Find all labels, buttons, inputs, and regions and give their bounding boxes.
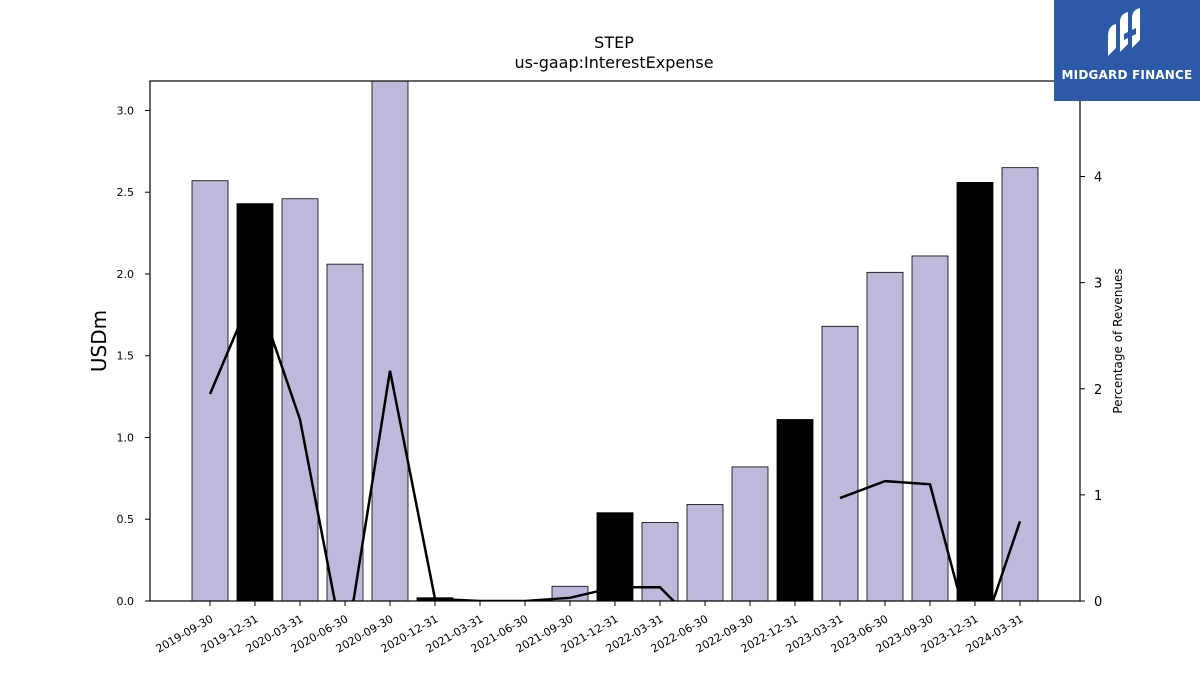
bar-2023-12-31 — [956, 181, 994, 602]
bar-2022-06-30 — [686, 504, 724, 602]
bar-2022-12-31 — [776, 419, 814, 602]
y-tick-label: 2.0 — [117, 268, 135, 281]
bar-2023-03-31 — [821, 325, 859, 602]
line-layer — [208, 284, 1022, 601]
brand-logo: MIDGARD FINANCE — [1054, 0, 1200, 101]
bar-2024-03-31 — [1001, 167, 1039, 602]
bar-2020-03-31 — [281, 198, 319, 602]
y2-tick-label: 1 — [1094, 489, 1102, 504]
bar-2023-09-30 — [911, 255, 949, 602]
y-tick-label: 0.0 — [117, 595, 135, 608]
chart-title: STEP — [594, 33, 634, 52]
bar-2019-12-31 — [236, 203, 274, 602]
logo-mark-icon — [1108, 8, 1140, 56]
bar-2022-03-31 — [641, 522, 679, 602]
y2-tick-label: 2 — [1094, 383, 1102, 398]
right-axis: 0 1 2 3 4 — [1080, 171, 1102, 610]
y2-tick-label: 0 — [1094, 595, 1102, 610]
y-axis-label: USDm — [87, 310, 111, 372]
bars — [191, 80, 1039, 602]
bar-2022-09-30 — [731, 466, 769, 602]
logo-text: MIDGARD FINANCE — [1061, 68, 1193, 82]
bar-2020-06-30 — [326, 263, 364, 602]
y-tick-label: 0.5 — [117, 513, 135, 526]
x-axis: 2019-09-302019-12-312020-03-312020-06-30… — [154, 601, 1026, 656]
bar-2020-09-30 — [371, 80, 409, 602]
y-tick-label: 2.5 — [117, 186, 135, 199]
y-tick-label: 3.0 — [117, 104, 135, 117]
y2-axis-label: Percentage of Revenues — [1111, 268, 1125, 413]
y2-tick-label: 4 — [1094, 171, 1102, 186]
y-tick-label: 1.5 — [117, 350, 135, 363]
left-axis: 0.0 0.5 1.0 1.5 2.0 2.5 3.0 — [117, 104, 150, 608]
pct-revenue-line-segment-1 — [208, 284, 676, 601]
chart-subtitle: us-gaap:InterestExpense — [514, 53, 713, 72]
bar-2023-06-30 — [866, 271, 904, 602]
pct-revenue-line-segment-2 — [839, 479, 1022, 601]
y2-tick-label: 3 — [1094, 277, 1102, 292]
y-tick-label: 1.0 — [117, 431, 135, 444]
